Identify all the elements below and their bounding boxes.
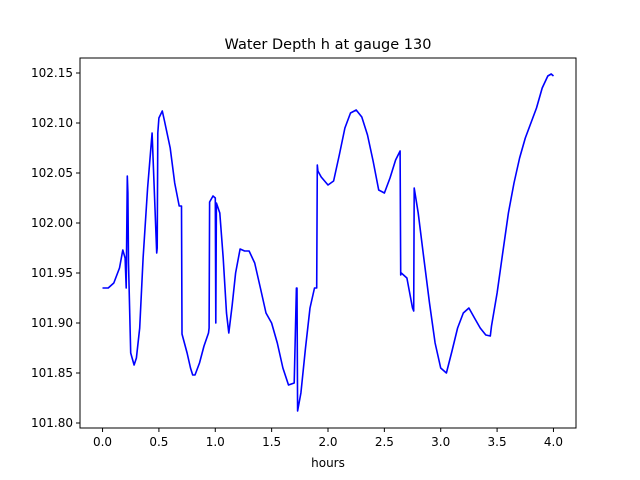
x-tick-label: 2.0 <box>318 435 337 449</box>
x-tick-label: 2.5 <box>375 435 394 449</box>
x-tick-label: 3.5 <box>488 435 507 449</box>
plot-area <box>79 57 577 429</box>
y-tick-label: 101.80 <box>31 416 73 430</box>
series-layer <box>102 73 555 412</box>
x-tick-label: 1.5 <box>262 435 281 449</box>
series-line <box>102 73 555 412</box>
y-tick-label: 102.05 <box>31 166 73 180</box>
x-axis: 0.0 0.5 1.0 1.5 2.0 2.5 3.0 3.5 4.0 <box>93 428 563 449</box>
x-axis-label: hours <box>311 456 345 470</box>
y-tick-label: 102.10 <box>31 116 73 130</box>
y-tick-label: 101.85 <box>31 366 73 380</box>
x-tick-label: 4.0 <box>544 435 563 449</box>
y-axis: 101.80 101.85 101.90 101.95 102.00 102.05 102.… <box>31 66 80 430</box>
x-tick-label: 0.5 <box>149 435 168 449</box>
y-tick-label: 102.15 <box>31 66 73 80</box>
y-tick-label: 102.00 <box>31 216 73 230</box>
chart-title: Water Depth h at gauge 130 <box>225 37 432 53</box>
y-tick-label: 101.90 <box>31 316 73 330</box>
x-tick-label: 1.0 <box>206 435 225 449</box>
x-tick-label: 0.0 <box>93 435 112 449</box>
y-tick-label: 101.95 <box>31 266 73 280</box>
x-tick-label: 3.0 <box>431 435 450 449</box>
